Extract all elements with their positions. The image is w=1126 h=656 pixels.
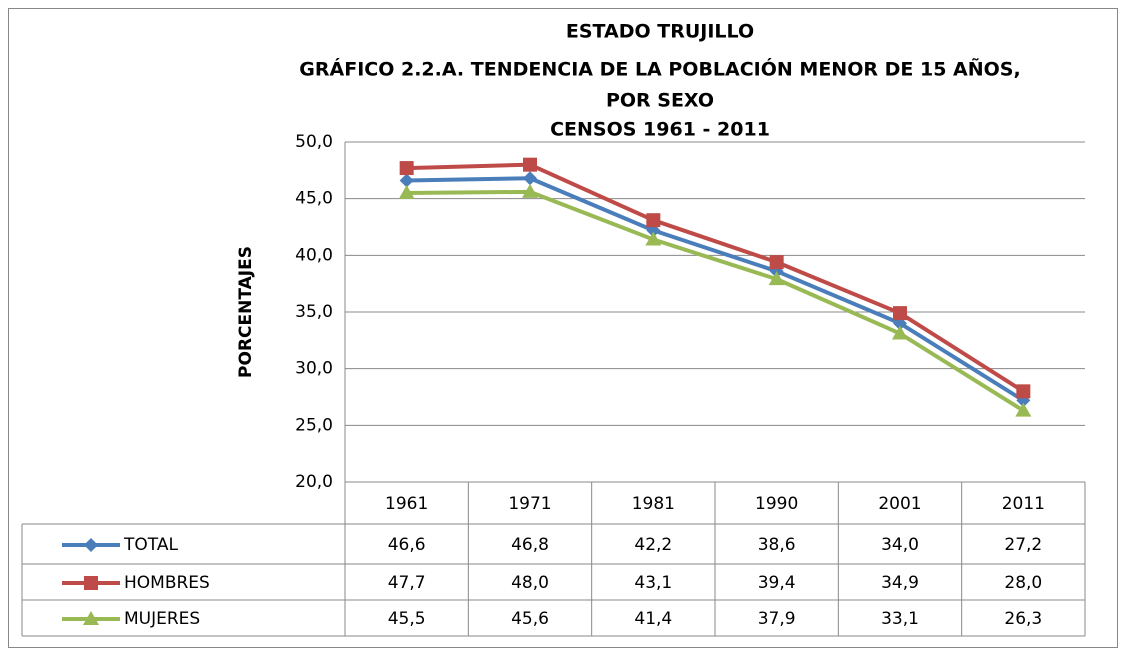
legend-label: HOMBRES (124, 573, 210, 593)
y-tick-label: 35,0 (295, 302, 333, 322)
table-value: 34,9 (881, 573, 919, 593)
table-value: 46,6 (388, 535, 426, 555)
marker (893, 306, 907, 321)
chart-title: ESTADO TRUJILLO (566, 21, 754, 43)
y-tick-label: 50,0 (295, 132, 333, 152)
table-value: 43,1 (634, 573, 672, 593)
y-tick-label: 25,0 (295, 415, 333, 435)
marker (1016, 384, 1031, 399)
x-tick-label: 2011 (1002, 494, 1045, 514)
chart-title: GRÁFICO 2.2.A. TENDENCIA DE LA POBLACIÓN… (299, 57, 1020, 81)
series-line (406, 176, 1025, 403)
legend-label: TOTAL (123, 535, 178, 555)
table-value: 38,6 (758, 535, 796, 555)
marker (522, 183, 538, 198)
table-value: 26,3 (1004, 609, 1042, 629)
y-axis-label: PORCENTAJES (236, 246, 256, 378)
y-tick-label: 20,0 (295, 472, 333, 492)
chart-title: POR SEXO (606, 90, 714, 112)
marker (646, 213, 661, 228)
table-value: 47,7 (388, 573, 426, 593)
table-value: 28,0 (1004, 573, 1042, 593)
x-tick-label: 1990 (755, 494, 798, 514)
y-tick-label: 40,0 (295, 245, 333, 265)
marker (1015, 402, 1032, 417)
series-line (406, 189, 1025, 413)
marker (769, 255, 784, 270)
marker (83, 611, 99, 625)
table-value: 33,1 (881, 609, 919, 629)
chart-title: CENSOS 1961 - 2011 (550, 119, 770, 141)
table-value: 48,0 (511, 573, 549, 593)
x-tick-label: 2001 (878, 494, 921, 514)
marker (399, 161, 414, 176)
marker (523, 157, 537, 172)
x-tick-label: 1971 (508, 494, 551, 514)
table-value: 46,8 (511, 535, 549, 555)
marker (523, 171, 537, 186)
marker (84, 538, 98, 552)
marker (645, 231, 662, 246)
y-tick-label: 45,0 (295, 189, 333, 209)
table-value: 45,6 (511, 609, 549, 629)
table-value: 45,5 (388, 609, 426, 629)
legend-label: MUJERES (124, 609, 200, 629)
series-line (406, 162, 1025, 394)
table-value: 41,4 (634, 609, 672, 629)
table-value: 34,0 (881, 535, 919, 555)
y-tick-label: 30,0 (295, 359, 333, 379)
table-value: 37,9 (758, 609, 796, 629)
marker (84, 576, 98, 590)
table-value: 27,2 (1004, 535, 1042, 555)
marker (399, 173, 414, 188)
chart-border (8, 8, 1118, 648)
x-tick-label: 1981 (632, 494, 675, 514)
marker (768, 271, 785, 286)
x-tick-label: 1961 (385, 494, 428, 514)
marker (892, 325, 908, 340)
marker (398, 185, 415, 199)
table-value: 42,2 (634, 535, 672, 555)
table-value: 39,4 (758, 573, 796, 593)
